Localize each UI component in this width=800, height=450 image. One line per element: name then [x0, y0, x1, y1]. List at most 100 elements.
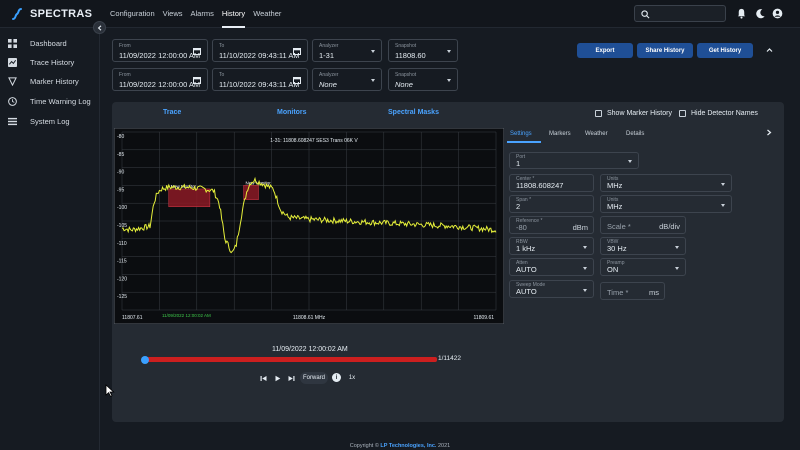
playback-slider-thumb[interactable]	[141, 356, 149, 364]
bell-icon[interactable]	[736, 8, 747, 19]
sidebar-item-label: Dashboard	[30, 38, 67, 48]
direction-button[interactable]: Forward	[300, 372, 328, 384]
field-placeholder: Scale *	[607, 222, 631, 231]
center-units-select[interactable]: Units MHz	[600, 174, 732, 192]
export-button[interactable]: Export	[577, 43, 633, 58]
nav-history[interactable]: History	[221, 0, 246, 28]
rbw-select[interactable]: RBW 1 kHz	[509, 237, 594, 255]
calendar-icon[interactable]	[193, 47, 201, 55]
chart-icon	[8, 57, 17, 67]
app-logo[interactable]: SPECTRAS	[10, 6, 100, 22]
scale-input[interactable]: Scale * dB/div	[600, 216, 686, 234]
share-history-button[interactable]: Share History	[637, 43, 693, 58]
analyzer-select[interactable]: Analyzer 1-31	[312, 39, 382, 62]
list-icon	[8, 117, 17, 125]
tab-settings[interactable]: Settings	[510, 131, 532, 137]
field-value: 1-31	[319, 51, 335, 60]
trace-timestamp: 11/09/2022 12:00:02 AM	[162, 313, 211, 318]
span-input[interactable]: Span * 2	[509, 195, 594, 213]
chevron-up-icon[interactable]	[766, 47, 773, 53]
show-marker-history-checkbox[interactable]: Show Marker History	[595, 110, 672, 117]
span-units-select[interactable]: Units MHz	[600, 195, 732, 213]
search-input[interactable]	[634, 5, 726, 22]
field-label: Sweep Mode	[516, 282, 546, 288]
skip-forward-button[interactable]	[286, 372, 296, 384]
reference-input[interactable]: Reference * -80 dBm	[509, 216, 594, 234]
playback-slider-track[interactable]	[147, 357, 437, 362]
spectras-logo-icon	[12, 8, 22, 20]
field-value: 11/10/2022 09:43:11 AM	[219, 80, 300, 89]
tab-weather[interactable]: Weather	[585, 131, 608, 137]
field-value: ON	[607, 265, 619, 274]
speed-button[interactable]: 1x	[348, 375, 356, 381]
sidebar-collapse-button[interactable]	[93, 21, 106, 34]
caret-down-icon	[675, 267, 679, 270]
y-tick-label: -100	[117, 205, 127, 211]
caret-down-icon	[371, 79, 375, 82]
spectrum-plot[interactable]: -80-85-90-95-100-105-110-115-120-125 New…	[114, 128, 504, 324]
sidebar-item-system-log[interactable]: System Log	[8, 114, 70, 128]
snapshot-select[interactable]: Snapshot 11808.60	[388, 39, 458, 62]
playback-time: 11/09/2022 12:00:02 AM	[272, 346, 348, 353]
get-history-button[interactable]: Get History	[697, 43, 753, 58]
calendar-icon[interactable]	[293, 76, 301, 84]
field-value: AUTO	[516, 265, 537, 274]
calendar-icon[interactable]	[293, 47, 301, 55]
field-label: Snapshot	[395, 72, 417, 78]
compare-analyzer-select[interactable]: Analyzer None	[312, 68, 382, 91]
caret-down-icon	[721, 183, 725, 186]
field-value: 1	[516, 159, 521, 168]
from-date-field[interactable]: From 11/09/2022 12:00:00 AM	[112, 39, 208, 62]
checkbox-box[interactable]	[679, 110, 686, 117]
tab-details[interactable]: Details	[626, 131, 645, 137]
compare-from-date-field[interactable]: From 11/09/2022 12:00:00 AM	[112, 68, 208, 91]
info-button[interactable]: i	[332, 373, 341, 382]
play-button[interactable]	[272, 372, 282, 384]
caret-down-icon	[583, 246, 587, 249]
skip-back-button[interactable]	[258, 372, 268, 384]
calendar-icon[interactable]	[193, 76, 201, 84]
sidebar-item-trace-history[interactable]: Trace History	[8, 55, 74, 69]
nav-views[interactable]: Views	[162, 9, 183, 18]
port-select[interactable]: Port 1	[509, 152, 639, 169]
tab-trace[interactable]: Trace	[163, 109, 182, 116]
sweep-mode-select[interactable]: Sweep Mode AUTO	[509, 280, 594, 298]
monitor-region[interactable]	[168, 188, 211, 208]
hide-detector-names-checkbox[interactable]: Hide Detector Names	[679, 110, 758, 117]
x-label-center: 11808.61 MHz	[293, 315, 326, 321]
field-label: VBW	[607, 239, 619, 245]
sidebar-item-marker-history[interactable]: Marker History	[8, 74, 79, 88]
field-unit: ms	[649, 288, 659, 297]
tab-monitors[interactable]: Monitors	[277, 109, 307, 116]
moon-icon[interactable]	[755, 8, 766, 19]
preamp-select[interactable]: Preamp ON	[600, 258, 686, 276]
sidebar-item-dashboard[interactable]: Dashboard	[8, 36, 67, 50]
y-tick-label: -125	[117, 294, 127, 300]
user-icon[interactable]	[772, 8, 783, 19]
vbw-select[interactable]: VBW 30 Hz	[600, 237, 686, 255]
chevron-right-icon[interactable]	[766, 129, 772, 136]
chart-title: 1-31: 11808.608247 SES3 Trans 06K V	[270, 138, 358, 144]
checkbox-box[interactable]	[595, 110, 602, 117]
sidebar-item-time-warning-log[interactable]: Time Warning Log	[8, 94, 91, 108]
sidebar-item-label: System Log	[30, 116, 70, 126]
search-icon	[641, 10, 650, 19]
footer: Copyright © LP Technologies, Inc. 2021	[100, 443, 700, 449]
nav-weather[interactable]: Weather	[253, 9, 282, 18]
atten-select[interactable]: Atten AUTO	[509, 258, 594, 276]
center-input[interactable]: Center * 11808.608247	[509, 174, 594, 192]
tab-markers[interactable]: Markers	[549, 131, 571, 137]
footer-company[interactable]: LP Technologies, Inc.	[380, 443, 437, 449]
compare-to-date-field[interactable]: To 11/10/2022 09:43:11 AM	[212, 68, 308, 91]
to-date-field[interactable]: To 11/10/2022 09:43:11 AM	[212, 39, 308, 62]
info-icon: i	[335, 374, 338, 381]
nav-alarms[interactable]: Alarms	[190, 9, 214, 18]
nav-configuration[interactable]: Configuration	[110, 9, 155, 18]
tab-spectral-masks[interactable]: Spectral Masks	[388, 109, 439, 116]
field-value: AUTO	[516, 287, 537, 296]
field-value: 11/09/2022 12:00:00 AM	[119, 51, 201, 60]
monitor-region[interactable]	[243, 185, 259, 200]
time-input[interactable]: Time * ms	[600, 282, 665, 300]
field-value: 11/10/2022 09:43:11 AM	[219, 51, 300, 60]
compare-snapshot-select[interactable]: Snapshot None	[388, 68, 458, 91]
